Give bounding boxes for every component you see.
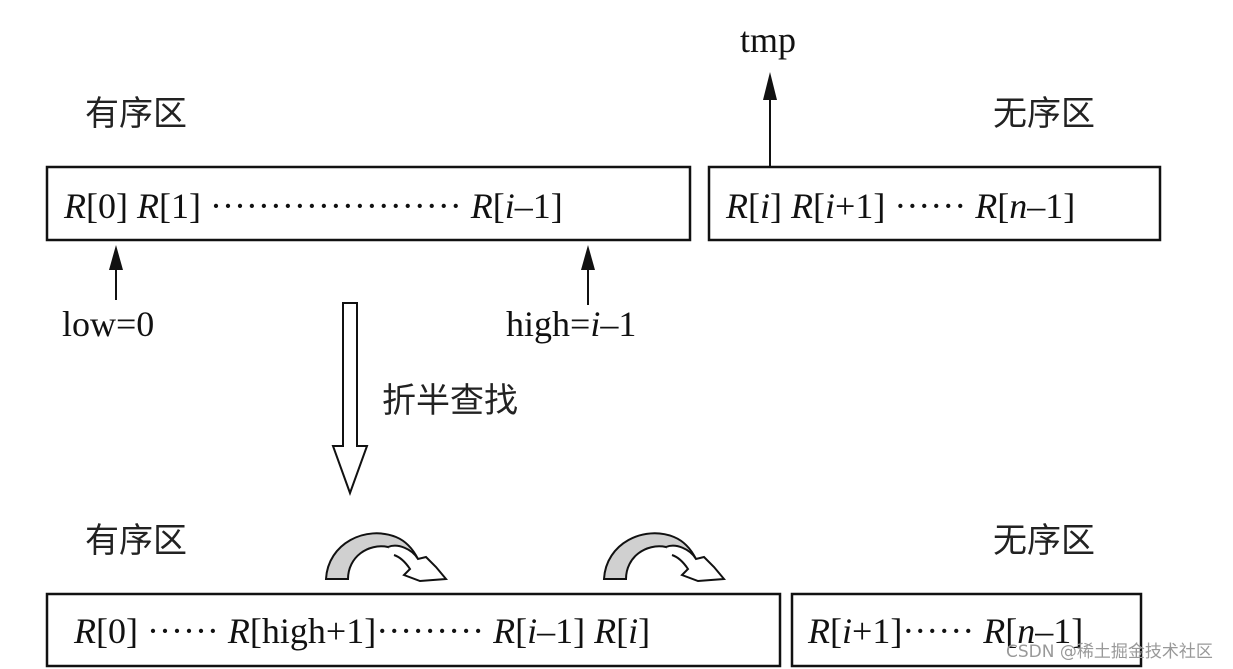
low-pointer-arrow bbox=[109, 245, 123, 300]
unsorted-array-top bbox=[707, 165, 1162, 242]
high-label: high=i–1 bbox=[506, 304, 636, 344]
watermark: CSDN @稀土掘金技术社区 bbox=[1006, 642, 1213, 662]
unsorted-region-label-top: 无序区 bbox=[993, 94, 1095, 134]
unsorted-array-top-text: R[i] R[i+1] ······ R[n–1] bbox=[725, 186, 1075, 226]
sorted-array-top bbox=[45, 165, 692, 242]
unsorted-array-bottom-text: R[i+1]······ R[n–1] bbox=[807, 611, 1083, 651]
hollow-down-arrow bbox=[331, 302, 369, 496]
curved-shift-arrow-1 bbox=[324, 532, 449, 583]
low-label: low=0 bbox=[62, 304, 154, 344]
curved-shift-arrow-2 bbox=[602, 532, 727, 583]
sorted-array-bottom-text: R[0] ······ R[high+1]········· R[i–1] R[… bbox=[73, 611, 650, 651]
sorted-array-top-text: R[0] R[1] ····················· R[i–1] bbox=[63, 186, 563, 226]
high-pointer-arrow bbox=[581, 245, 595, 305]
sorted-region-label-top: 有序区 bbox=[85, 94, 187, 134]
sorted-array-bottom bbox=[45, 592, 782, 668]
sorted-region-label-bottom: 有序区 bbox=[85, 521, 187, 561]
unsorted-array-bottom bbox=[790, 592, 1143, 668]
unsorted-region-label-bottom: 无序区 bbox=[993, 521, 1095, 561]
tmp-label: tmp bbox=[740, 20, 796, 60]
binary-search-label: 折半查找 bbox=[382, 381, 518, 421]
tmp-arrow bbox=[763, 72, 777, 166]
